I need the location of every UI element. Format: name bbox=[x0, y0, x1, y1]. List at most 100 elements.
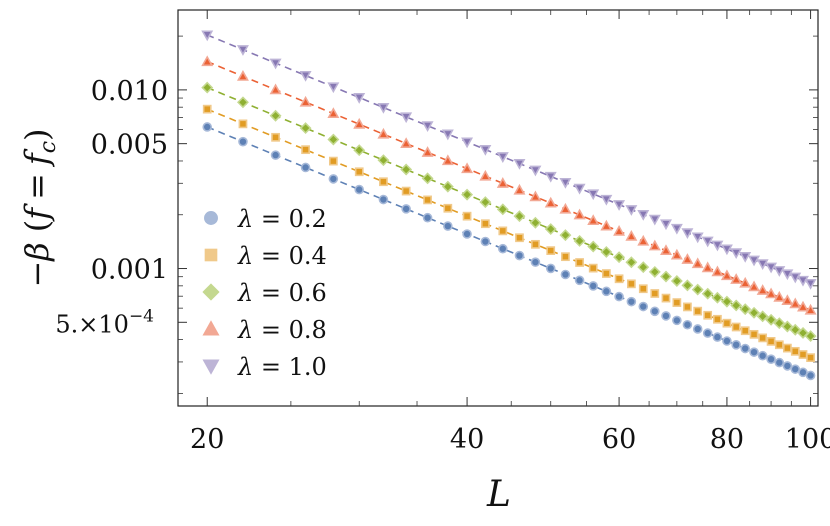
series-4 bbox=[201, 30, 817, 290]
data-point bbox=[691, 283, 704, 296]
tick-labels: 20 40 60 80 100 0.010 0.005 0.001 5.×10−4 bbox=[55, 76, 830, 455]
data-point bbox=[660, 219, 672, 231]
data-point bbox=[614, 291, 624, 302]
data-point bbox=[441, 154, 454, 166]
data-point bbox=[201, 30, 214, 42]
data-point bbox=[626, 279, 636, 289]
data-point bbox=[377, 127, 390, 139]
data-point bbox=[573, 183, 586, 195]
data-point bbox=[648, 214, 661, 226]
data-point bbox=[202, 122, 213, 132]
data-point bbox=[498, 243, 508, 254]
data-point bbox=[587, 240, 600, 253]
y-tick-exponent: −4 bbox=[129, 306, 154, 326]
legend-lambda: λ bbox=[237, 279, 253, 307]
data-point bbox=[774, 357, 785, 368]
data-point bbox=[766, 354, 776, 364]
data-point bbox=[781, 320, 794, 333]
x-tick-label: 60 bbox=[602, 424, 636, 455]
x-tick-label: 100 bbox=[785, 424, 830, 455]
data-point bbox=[401, 204, 411, 214]
data-point bbox=[422, 212, 433, 223]
data-point bbox=[625, 205, 638, 216]
data-point bbox=[773, 317, 786, 330]
legend-item: λ = 0.2 bbox=[204, 205, 327, 233]
data-point bbox=[701, 287, 714, 300]
data-point bbox=[202, 104, 212, 114]
data-point bbox=[377, 103, 390, 114]
data-point bbox=[711, 240, 724, 252]
y-axis-title-f: f bbox=[18, 203, 56, 222]
data-point bbox=[559, 229, 572, 242]
data-point bbox=[238, 119, 248, 129]
y-tick-label: 5.×10−4 bbox=[55, 306, 154, 338]
data-point bbox=[601, 286, 612, 297]
data-point bbox=[789, 272, 802, 284]
series-1 bbox=[202, 104, 815, 363]
legend-value: = 0.8 bbox=[253, 316, 327, 344]
data-point bbox=[682, 319, 693, 330]
data-point bbox=[756, 310, 769, 323]
y-tick-label: 0.005 bbox=[91, 130, 168, 161]
data-point bbox=[574, 275, 585, 286]
data-point bbox=[740, 326, 750, 336]
legend-value: = 0.4 bbox=[253, 242, 327, 270]
data-point bbox=[400, 163, 413, 176]
data-point bbox=[681, 279, 694, 292]
data-point bbox=[773, 266, 786, 277]
y-axis-title-subscript: c bbox=[36, 141, 61, 153]
data-point bbox=[588, 263, 598, 273]
data-point bbox=[790, 346, 800, 356]
data-point bbox=[441, 129, 454, 141]
data-point bbox=[461, 137, 474, 149]
legend-item: λ = 0.6 bbox=[202, 279, 327, 307]
data-point bbox=[353, 93, 366, 104]
legend-value: = 0.2 bbox=[253, 205, 327, 233]
data-point bbox=[703, 310, 713, 320]
data-point bbox=[354, 184, 365, 195]
data-point bbox=[480, 219, 490, 229]
data-point bbox=[479, 196, 492, 209]
legend-item: λ = 1.0 bbox=[202, 353, 327, 381]
data-point bbox=[766, 337, 776, 346]
data-point bbox=[805, 370, 816, 381]
data-point bbox=[757, 350, 768, 361]
data-point bbox=[638, 284, 648, 294]
data-point bbox=[650, 306, 660, 317]
data-point bbox=[236, 70, 249, 81]
data-point bbox=[529, 216, 542, 229]
data-point bbox=[739, 276, 752, 288]
data-point bbox=[544, 171, 557, 183]
data-point bbox=[613, 251, 626, 264]
data-point bbox=[774, 340, 784, 350]
data-point bbox=[600, 194, 613, 206]
data-point bbox=[299, 122, 312, 135]
data-point bbox=[421, 172, 434, 185]
data-point bbox=[301, 145, 310, 155]
data-point bbox=[722, 336, 732, 346]
data-point bbox=[713, 314, 722, 324]
legend-swatch-triangle-up bbox=[202, 320, 220, 336]
data-point bbox=[748, 255, 761, 267]
data-point bbox=[327, 107, 340, 119]
data-point bbox=[269, 83, 282, 95]
data-point bbox=[798, 350, 808, 359]
data-point bbox=[353, 117, 366, 129]
data-point bbox=[740, 343, 751, 354]
data-markers bbox=[201, 30, 817, 381]
data-point bbox=[720, 269, 733, 281]
data-point bbox=[720, 295, 733, 308]
x-tick-label: 40 bbox=[450, 424, 484, 455]
data-point bbox=[575, 258, 584, 267]
data-point bbox=[496, 152, 509, 163]
data-point bbox=[400, 112, 413, 124]
data-point bbox=[773, 290, 786, 302]
data-point bbox=[701, 261, 714, 273]
data-point bbox=[479, 145, 492, 156]
legend-item: λ = 0.4 bbox=[204, 242, 327, 270]
data-point bbox=[479, 169, 492, 181]
data-point bbox=[269, 58, 282, 70]
y-axis-title-close-paren: ) bbox=[18, 128, 56, 140]
data-point bbox=[756, 259, 769, 270]
data-point bbox=[461, 188, 474, 201]
